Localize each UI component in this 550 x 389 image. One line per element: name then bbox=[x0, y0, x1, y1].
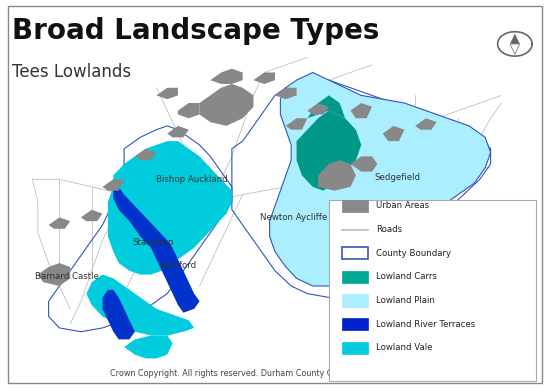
Polygon shape bbox=[307, 95, 345, 118]
Text: Lowland River Terraces: Lowland River Terraces bbox=[376, 320, 476, 329]
Bar bbox=[342, 318, 369, 330]
Text: Lowland Carrs: Lowland Carrs bbox=[376, 272, 437, 281]
Text: Staindrop: Staindrop bbox=[132, 238, 174, 247]
Text: Bishop Auckland: Bishop Auckland bbox=[156, 175, 227, 184]
Polygon shape bbox=[210, 69, 243, 84]
Polygon shape bbox=[167, 126, 189, 137]
Polygon shape bbox=[48, 217, 70, 229]
Polygon shape bbox=[102, 179, 124, 191]
Text: Newton Aycliffe: Newton Aycliffe bbox=[260, 213, 327, 222]
Text: Roads: Roads bbox=[376, 225, 403, 234]
FancyBboxPatch shape bbox=[329, 200, 536, 381]
Polygon shape bbox=[156, 88, 178, 99]
Polygon shape bbox=[113, 187, 200, 313]
Polygon shape bbox=[86, 275, 194, 336]
Polygon shape bbox=[383, 126, 404, 141]
Bar bbox=[342, 271, 369, 283]
Text: Sedgefield: Sedgefield bbox=[375, 173, 421, 182]
Polygon shape bbox=[178, 103, 200, 118]
Polygon shape bbox=[81, 210, 102, 221]
Text: Lowland Vale: Lowland Vale bbox=[376, 343, 433, 352]
Polygon shape bbox=[124, 336, 173, 358]
Polygon shape bbox=[350, 103, 372, 118]
Text: Crown Copyright. All rights reserved. Durham County Council LA 100019779 2008: Crown Copyright. All rights reserved. Du… bbox=[110, 369, 440, 378]
Polygon shape bbox=[318, 160, 356, 191]
Bar bbox=[342, 247, 369, 259]
Polygon shape bbox=[415, 118, 437, 130]
Polygon shape bbox=[350, 156, 377, 172]
Text: Tees Lowlands: Tees Lowlands bbox=[12, 63, 131, 81]
Bar bbox=[342, 200, 369, 212]
Polygon shape bbox=[510, 33, 520, 44]
Polygon shape bbox=[510, 44, 520, 54]
Polygon shape bbox=[270, 72, 491, 286]
Text: Broad Landscape Types: Broad Landscape Types bbox=[12, 17, 380, 45]
Polygon shape bbox=[102, 290, 135, 339]
Bar bbox=[342, 342, 369, 354]
Polygon shape bbox=[296, 110, 361, 191]
Text: Lowland Plain: Lowland Plain bbox=[376, 296, 435, 305]
Text: Urban Areas: Urban Areas bbox=[376, 202, 430, 210]
Text: Barnard Castle: Barnard Castle bbox=[35, 272, 99, 281]
Polygon shape bbox=[254, 72, 275, 84]
Polygon shape bbox=[200, 84, 254, 126]
Polygon shape bbox=[286, 118, 307, 130]
Polygon shape bbox=[38, 263, 70, 286]
Text: County Boundary: County Boundary bbox=[376, 249, 452, 258]
Polygon shape bbox=[307, 103, 329, 114]
Bar bbox=[342, 294, 369, 307]
Polygon shape bbox=[135, 149, 156, 160]
Text: Gainford: Gainford bbox=[159, 261, 196, 270]
Polygon shape bbox=[275, 88, 296, 99]
Polygon shape bbox=[108, 141, 232, 275]
